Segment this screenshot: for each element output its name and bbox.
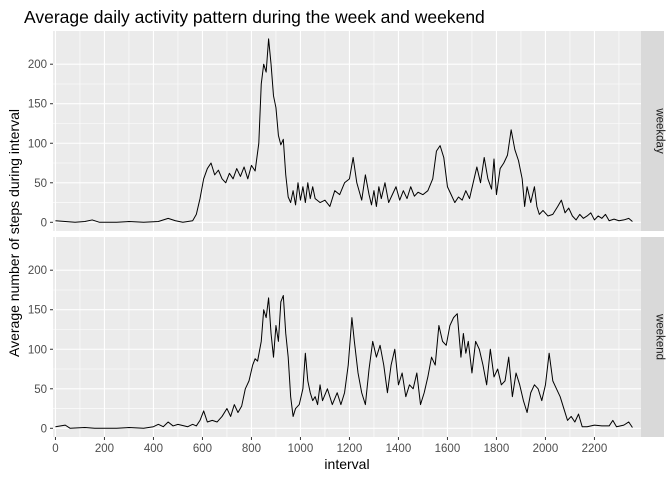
series-line-weekday [55, 38, 633, 223]
x-tick-label: 2200 [582, 443, 608, 455]
y-tick-label: 200 [28, 59, 47, 71]
y-tick-label: 0 [41, 217, 47, 229]
x-tick-label: 200 [95, 443, 114, 455]
series-line-weekend [55, 295, 633, 429]
facet-panel-weekday: 0 50 100 150 200 weekday [28, 31, 666, 231]
y-tick-label: 50 [34, 384, 47, 396]
x-axis: 0 200 400 600 800 1000 1200 1400 1600 1800 2000 220… [52, 437, 607, 455]
facet-panels: 0 50 100 150 200 weekday 0 50 100 150 200 weekend [28, 31, 666, 437]
facet-strip [641, 31, 664, 231]
y-tick-label: 100 [28, 138, 47, 150]
panel-background [53, 237, 641, 437]
x-tick-label: 1200 [337, 443, 363, 455]
y-tick-label: 0 [41, 423, 47, 435]
facet-strip [641, 237, 664, 437]
x-tick-label: 0 [52, 443, 58, 455]
x-tick-label: 600 [193, 443, 212, 455]
y-tick-label: 150 [28, 305, 47, 317]
x-tick-label: 1800 [484, 443, 510, 455]
x-tick-label: 1600 [435, 443, 461, 455]
facet-strip-label: weekday [654, 107, 666, 154]
y-tick-label: 50 [34, 178, 47, 190]
y-tick-label: 200 [28, 265, 47, 277]
y-tick-label: 100 [28, 344, 47, 356]
x-axis-title: interval [324, 456, 369, 472]
x-tick-label: 2000 [533, 443, 559, 455]
chart-title: Average daily activity pattern during th… [24, 7, 485, 27]
panel-background [53, 31, 641, 231]
facet-panel-weekend: 0 50 100 150 200 weekend [28, 237, 666, 437]
x-tick-label: 400 [144, 443, 163, 455]
x-tick-label: 800 [242, 443, 261, 455]
y-axis-title: Average number of steps during interval [6, 109, 22, 357]
x-tick-label: 1000 [288, 443, 314, 455]
facet-strip-label: weekend [654, 313, 666, 360]
x-tick-label: 1400 [386, 443, 412, 455]
y-tick-label: 150 [28, 99, 47, 111]
